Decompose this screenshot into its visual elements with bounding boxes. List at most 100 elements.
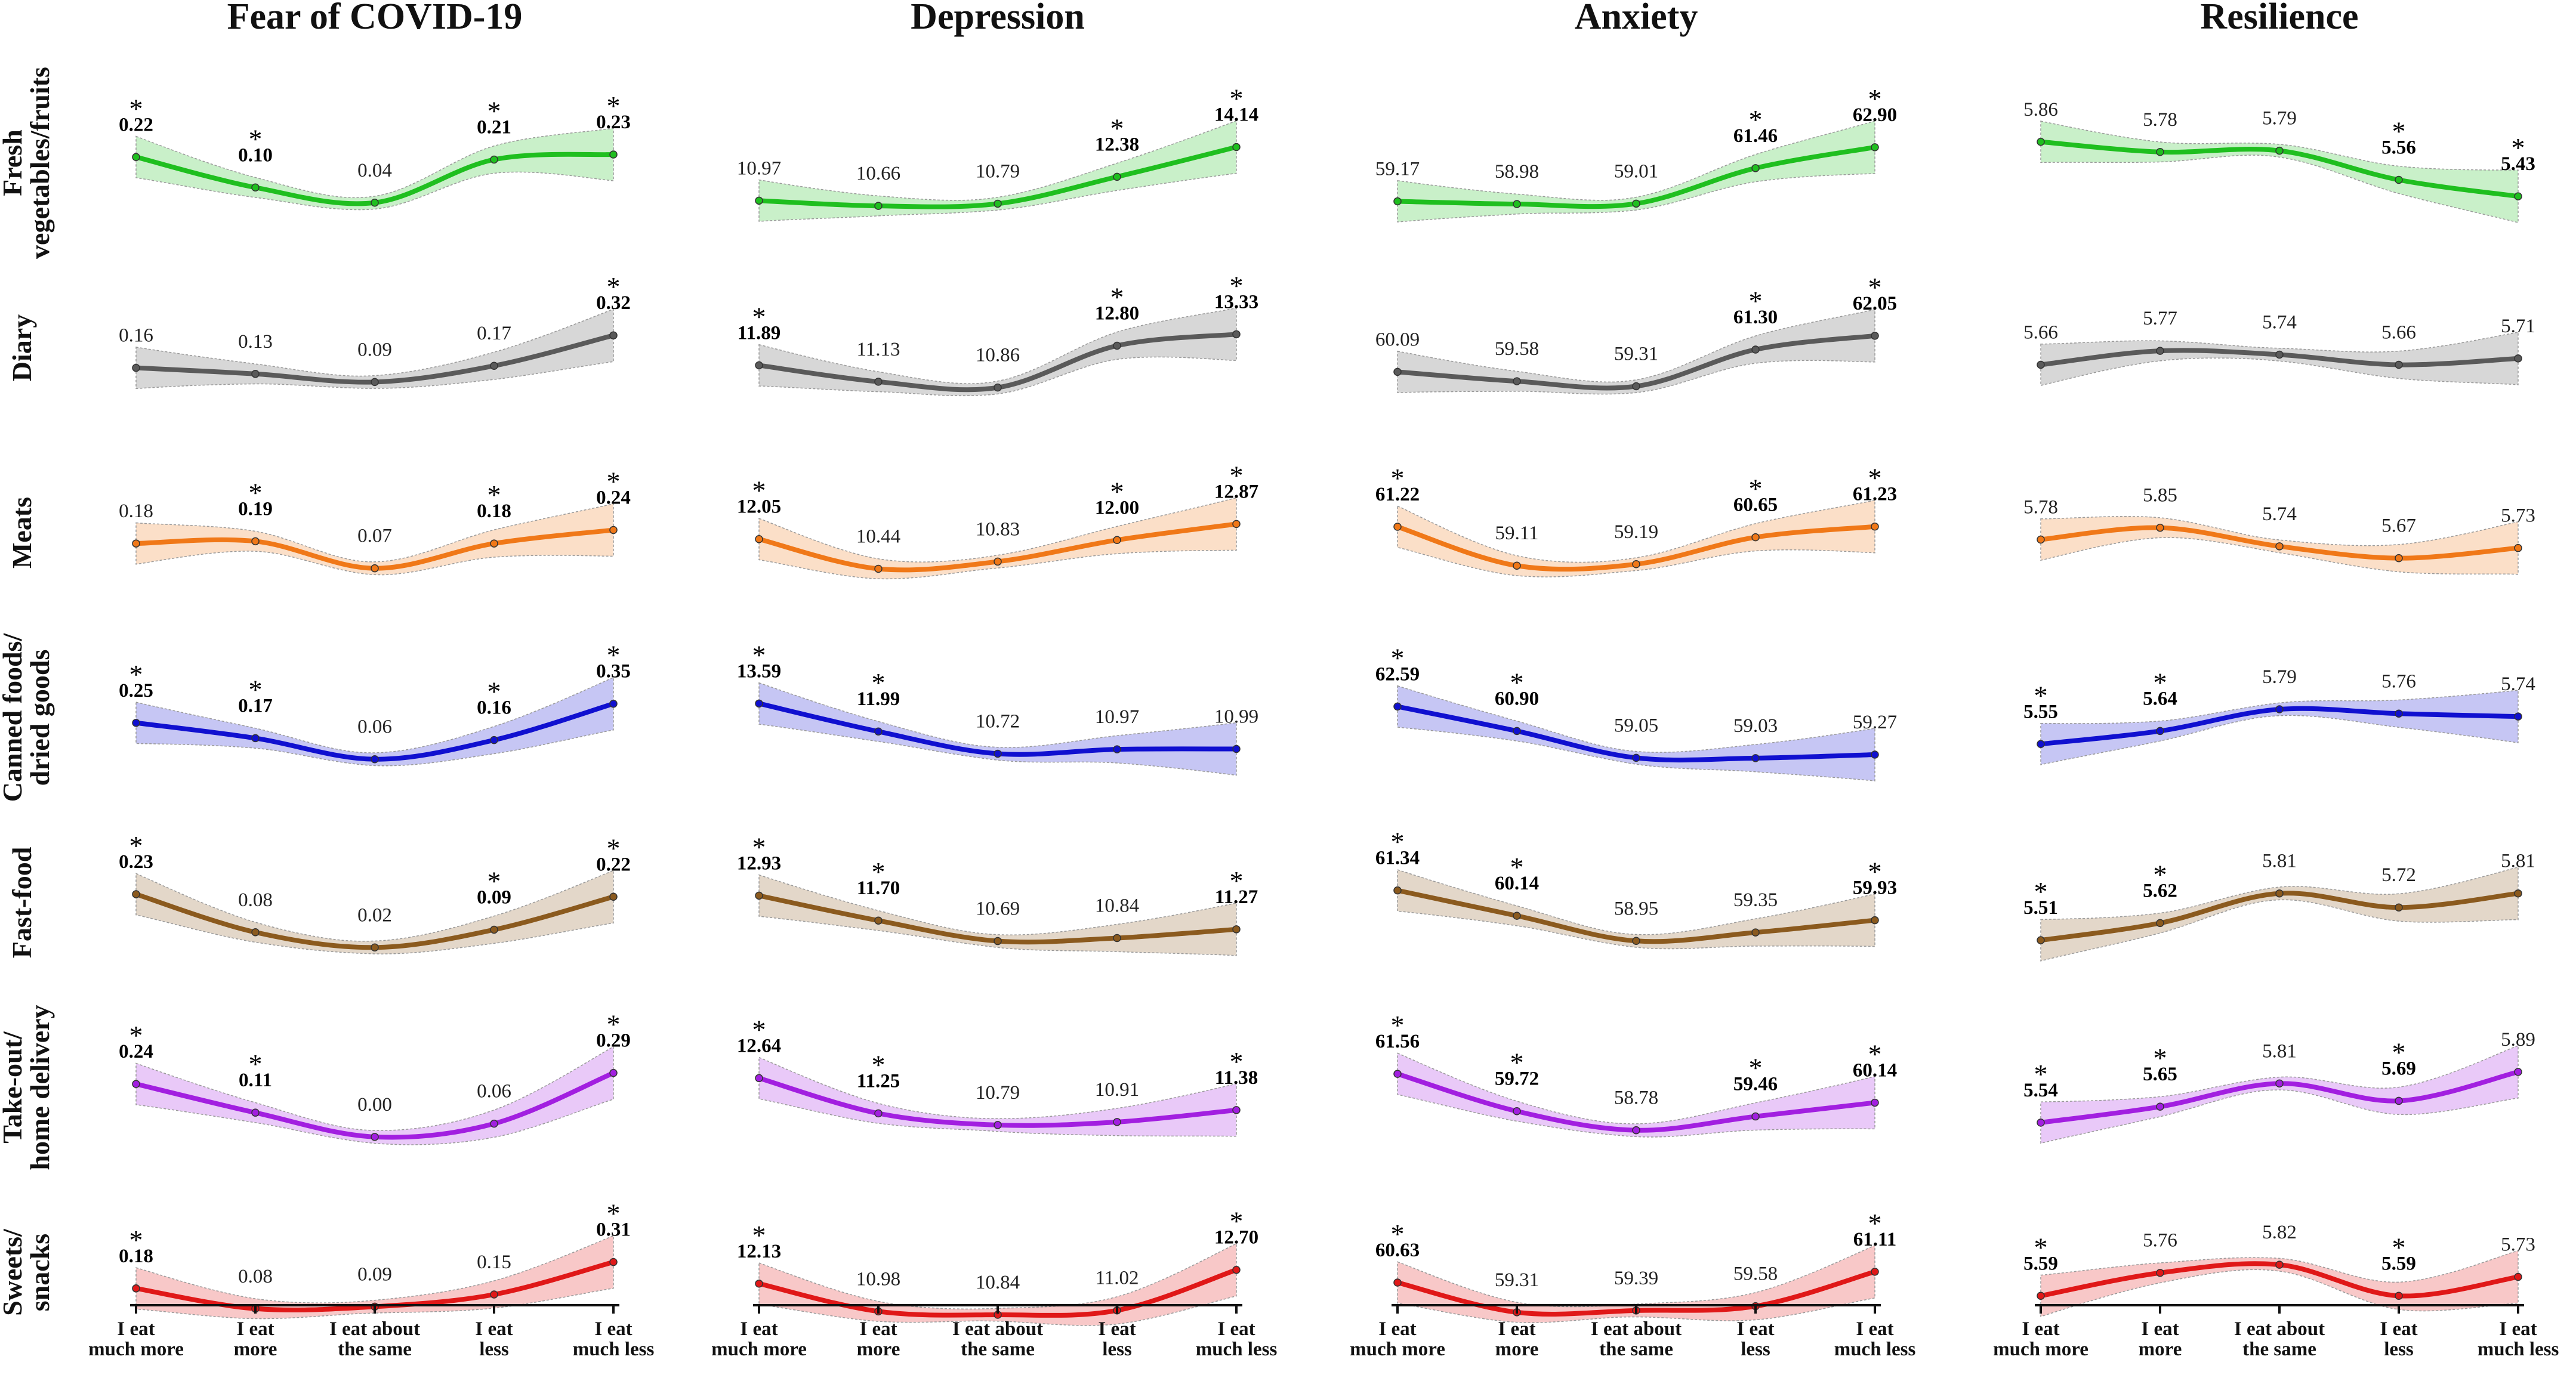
value-label-vegetables-anxiety-0: 59.17 xyxy=(1375,158,1420,180)
point-meats-anxiety-2 xyxy=(1632,560,1640,568)
significance-star-meats-anxiety-3: * xyxy=(1749,474,1763,504)
value-label-canned-depression-2: 10.72 xyxy=(976,710,1020,732)
point-takeout-fear-2 xyxy=(371,1133,379,1141)
value-label-fastfood-resilience-3: 5.72 xyxy=(2381,864,2416,886)
point-takeout-depression-1 xyxy=(874,1109,883,1118)
point-canned-resilience-1 xyxy=(2156,727,2164,736)
value-label-takeout-fear-0: 0.24 xyxy=(119,1041,153,1062)
point-meats-anxiety-0 xyxy=(1393,523,1402,531)
value-label-takeout-depression-4: 11.38 xyxy=(1215,1067,1258,1089)
row-label-meats: Meats xyxy=(7,497,37,568)
point-dairy-depression-4 xyxy=(1232,330,1241,339)
point-vegetables-depression-2 xyxy=(994,199,1002,208)
point-fastfood-depression-1 xyxy=(874,916,883,925)
point-fastfood-depression-0 xyxy=(755,891,763,900)
significance-star-takeout-anxiety-3: * xyxy=(1749,1053,1763,1083)
value-label-takeout-resilience-0: 5.54 xyxy=(2023,1080,2058,1101)
value-label-meats-fear-0: 0.18 xyxy=(119,500,153,522)
value-label-canned-depression-1: 11.99 xyxy=(857,688,900,710)
point-fastfood-anxiety-1 xyxy=(1513,912,1521,920)
value-label-dairy-fear-3: 0.17 xyxy=(477,323,511,344)
x-tick-label-depression-1: I eat xyxy=(859,1318,897,1340)
value-label-takeout-resilience-4: 5.89 xyxy=(2501,1029,2535,1051)
x-tick-label-depression-3: less xyxy=(1102,1339,1132,1360)
x-tick-label-depression-4: I eat xyxy=(1217,1318,1255,1340)
value-label-canned-anxiety-3: 59.03 xyxy=(1733,715,1778,737)
significance-star-dairy-anxiety-4: * xyxy=(1868,272,1882,302)
significance-star-fastfood-anxiety-0: * xyxy=(1391,827,1405,857)
value-label-takeout-depression-1: 11.25 xyxy=(857,1070,900,1092)
row-label-line: Meats xyxy=(7,497,37,568)
row-label-line: dried goods xyxy=(24,650,55,786)
point-fastfood-anxiety-2 xyxy=(1632,937,1640,946)
point-takeout-anxiety-4 xyxy=(1871,1098,1879,1107)
column-title-resilience: Resilience xyxy=(2200,0,2358,37)
value-label-fastfood-anxiety-1: 60.14 xyxy=(1495,873,1539,894)
significance-star-canned-fear-4: * xyxy=(607,640,621,671)
value-label-meats-fear-2: 0.07 xyxy=(357,526,392,547)
significance-star-sweets-resilience-3: * xyxy=(2392,1232,2406,1262)
value-label-sweets-resilience-1: 5.76 xyxy=(2143,1230,2177,1252)
significance-star-sweets-fear-4: * xyxy=(607,1198,621,1229)
value-label-vegetables-fear-1: 0.10 xyxy=(238,144,273,166)
value-label-sweets-anxiety-2: 59.39 xyxy=(1614,1268,1658,1289)
value-label-dairy-anxiety-1: 59.58 xyxy=(1495,338,1539,360)
point-sweets-depression-4 xyxy=(1232,1265,1241,1274)
value-label-meats-fear-4: 0.24 xyxy=(596,487,631,508)
value-label-sweets-depression-3: 11.02 xyxy=(1095,1268,1139,1289)
x-tick-label-fear-0: much more xyxy=(88,1339,184,1360)
x-tick-label-fear-3: I eat xyxy=(475,1318,513,1340)
x-tick-label-fear-0: I eat xyxy=(117,1318,155,1340)
value-label-sweets-fear-1: 0.08 xyxy=(238,1266,273,1287)
point-fastfood-fear-3 xyxy=(490,925,498,934)
ci-band-sweets-resilience xyxy=(2040,1250,2519,1317)
value-label-fastfood-anxiety-3: 59.35 xyxy=(1733,889,1778,911)
value-label-meats-anxiety-1: 59.11 xyxy=(1495,523,1538,544)
value-label-dairy-fear-0: 0.16 xyxy=(119,325,153,347)
x-tick-label-anxiety-0: I eat xyxy=(1378,1318,1416,1340)
point-vegetables-resilience-2 xyxy=(2275,146,2284,155)
point-takeout-anxiety-0 xyxy=(1393,1070,1402,1078)
point-canned-fear-2 xyxy=(371,755,379,764)
significance-star-fastfood-depression-1: * xyxy=(872,857,886,887)
point-fastfood-resilience-1 xyxy=(2156,919,2164,928)
value-label-canned-resilience-0: 5.55 xyxy=(2023,701,2058,722)
significance-star-sweets-resilience-0: * xyxy=(2034,1232,2048,1262)
ci-band-meats-anxiety xyxy=(1397,499,1875,577)
point-fastfood-fear-0 xyxy=(132,890,140,898)
value-label-fastfood-anxiety-4: 59.93 xyxy=(1853,878,1897,899)
point-vegetables-resilience-0 xyxy=(2037,138,2045,146)
ci-band-meats-fear xyxy=(135,503,614,576)
value-label-fastfood-resilience-0: 5.51 xyxy=(2023,897,2058,919)
significance-star-fastfood-fear-0: * xyxy=(129,830,143,861)
point-dairy-fear-2 xyxy=(371,378,379,387)
significance-star-takeout-depression-1: * xyxy=(872,1049,886,1080)
x-tick-label-anxiety-2: the same xyxy=(1599,1339,1673,1360)
point-vegetables-depression-0 xyxy=(755,196,763,205)
point-dairy-fear-1 xyxy=(251,370,260,378)
value-label-takeout-anxiety-3: 59.46 xyxy=(1733,1074,1778,1095)
column-title-anxiety: Anxiety xyxy=(1575,0,1698,37)
value-label-canned-resilience-3: 5.76 xyxy=(2381,671,2416,692)
significance-star-fastfood-anxiety-1: * xyxy=(1510,852,1524,882)
significance-star-takeout-resilience-3: * xyxy=(2392,1037,2406,1067)
x-tick-label-fear-4: I eat xyxy=(594,1318,632,1340)
significance-star-vegetables-anxiety-3: * xyxy=(1749,104,1763,135)
significance-star-vegetables-depression-4: * xyxy=(1230,84,1244,114)
significance-star-takeout-fear-0: * xyxy=(129,1020,143,1051)
value-label-dairy-anxiety-0: 60.09 xyxy=(1375,329,1420,350)
value-label-dairy-anxiety-2: 59.31 xyxy=(1614,344,1658,365)
x-tick-label-anxiety-0: much more xyxy=(1350,1339,1445,1360)
point-dairy-resilience-2 xyxy=(2275,350,2284,359)
significance-star-fastfood-anxiety-4: * xyxy=(1868,857,1882,887)
point-meats-resilience-3 xyxy=(2395,554,2403,563)
x-tick-label-fear-2: I eat about xyxy=(329,1318,420,1340)
x-tick-label-resilience-2: I eat about xyxy=(2234,1318,2325,1340)
value-label-canned-resilience-2: 5.79 xyxy=(2262,666,2297,688)
point-dairy-anxiety-3 xyxy=(1751,345,1760,354)
value-label-sweets-fear-2: 0.09 xyxy=(357,1263,392,1285)
value-label-meats-resilience-4: 5.73 xyxy=(2501,505,2535,527)
value-label-sweets-fear-3: 0.15 xyxy=(477,1252,511,1273)
row-label-dairy: Diary xyxy=(7,314,37,381)
significance-star-takeout-depression-0: * xyxy=(752,1014,766,1045)
